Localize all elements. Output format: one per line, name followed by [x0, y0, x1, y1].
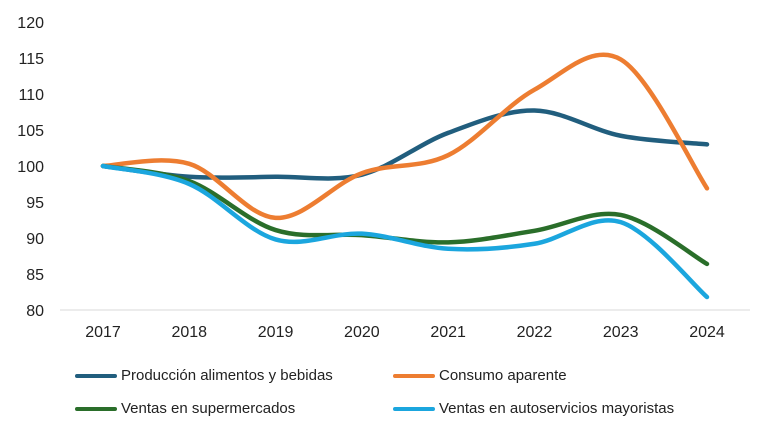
y-tick-label: 80: [26, 303, 44, 320]
legend-item-autoservicios: Ventas en autoservicios mayoristas: [393, 400, 674, 417]
x-tick-label: 2023: [603, 324, 639, 341]
series-line-3: [100, 163, 710, 300]
legend-label: Consumo aparente: [439, 367, 567, 384]
legend-swatch: [75, 373, 117, 378]
x-tick-label: 2024: [689, 324, 725, 341]
legend-swatch: [75, 406, 117, 411]
legend-label: Producción alimentos y bebidas: [121, 367, 333, 384]
legend-item-produccion: Producción alimentos y bebidas: [75, 367, 333, 384]
legend-item-supermercados: Ventas en supermercados: [75, 400, 295, 417]
y-tick-label: 85: [26, 267, 44, 284]
x-tick-label: 2021: [430, 324, 466, 341]
series-line-0: [100, 108, 710, 181]
y-tick-label: 90: [26, 231, 44, 248]
legend-label: Ventas en supermercados: [121, 400, 296, 417]
series-line-2: [100, 163, 710, 267]
legend-swatch: [393, 406, 435, 411]
legend-swatch: [393, 373, 435, 378]
y-tick-label: 100: [17, 159, 44, 176]
y-tick-label: 115: [18, 51, 44, 68]
x-tick-label: 2018: [171, 324, 207, 341]
x-tick-label: 2017: [85, 324, 121, 341]
x-tick-label: 2019: [258, 324, 294, 341]
x-tick-label: 2020: [344, 324, 380, 341]
y-tick-label: 110: [18, 87, 44, 104]
x-tick-label: 2022: [517, 324, 553, 341]
y-tick-label: 95: [26, 195, 44, 212]
y-tick-label: 120: [17, 15, 44, 32]
legend-label: Ventas en autoservicios mayoristas: [439, 400, 675, 417]
legend-item-consumo: Consumo aparente: [393, 367, 567, 384]
y-tick-label: 105: [17, 123, 44, 140]
line-chart: 80 85 90 95 100 105 110 115 120 2017 2018 2019 2020…: [17, 15, 750, 341]
